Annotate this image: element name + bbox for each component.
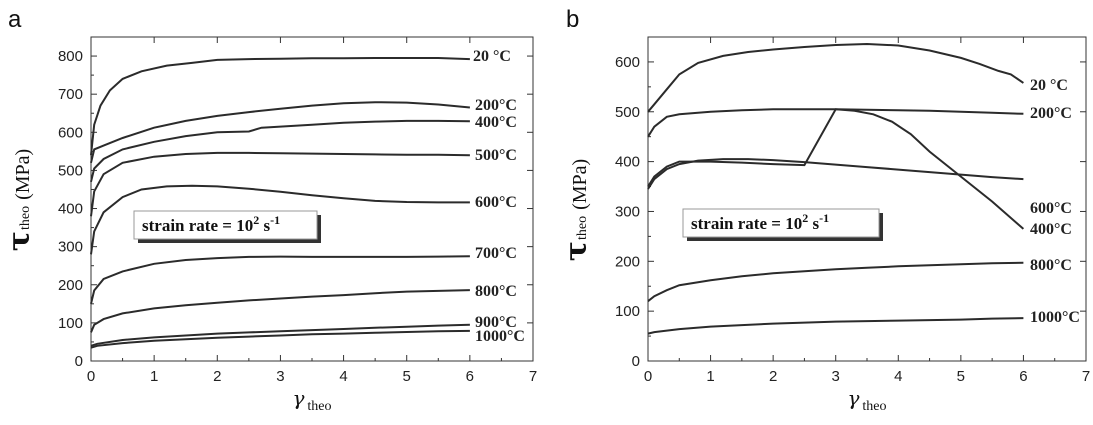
plot-frame — [647, 36, 1087, 362]
annotation-text: strain rate = 102 s-1 — [691, 211, 829, 233]
series-label: 1000°C — [1030, 309, 1080, 326]
series-line — [90, 151, 470, 217]
series-label: 800°C — [475, 283, 517, 300]
series-line — [90, 119, 470, 183]
series-line — [90, 57, 470, 156]
x-tick-label: 7 — [529, 368, 537, 385]
y-tick-label: 0 — [75, 353, 83, 370]
y-tick-label: 800 — [58, 48, 83, 65]
y-tick-label: 500 — [58, 162, 83, 179]
series-label: 400°C — [475, 114, 517, 131]
series-line — [90, 101, 470, 164]
y-tick-label: 500 — [615, 104, 640, 121]
x-tick-label: 3 — [832, 368, 840, 385]
x-tick-label: 2 — [769, 368, 777, 385]
x-tick-label: 0 — [87, 368, 95, 385]
series-line — [90, 329, 470, 349]
annotation-box — [133, 210, 318, 240]
annotation-text: strain rate = 102 s-1 — [142, 213, 280, 235]
series-label: 600°C — [475, 194, 517, 211]
series-line — [647, 158, 1024, 190]
series-line — [647, 42, 1024, 113]
y-tick-label: 400 — [58, 201, 83, 218]
series-label: 20 °C — [1030, 77, 1068, 94]
y-tick-label: 300 — [58, 239, 83, 256]
series-label: 400°C — [1030, 221, 1072, 238]
chart-panel-b: b 0 100 200 300 400 500 600 0 1 2 3 4 5 6 7 τtheo(MPa) γ t… — [559, 6, 1090, 414]
y-tick-label: 200 — [58, 277, 83, 294]
x-tick-label: 2 — [213, 368, 221, 385]
series-label: 500°C — [475, 147, 517, 164]
series-label: 900°C — [475, 314, 517, 331]
y-tick-label: 600 — [615, 54, 640, 71]
x-axis-label: γ theo — [292, 386, 331, 414]
x-tick-label: 6 — [1019, 368, 1027, 385]
y-tick-label: 400 — [615, 154, 640, 171]
series-label: 700°C — [475, 245, 517, 262]
y-tick-label: 200 — [615, 253, 640, 270]
panel-letter: b — [566, 6, 579, 33]
x-tick-label: 6 — [466, 368, 474, 385]
panel-letter: a — [8, 6, 22, 33]
x-tick-label: 4 — [339, 368, 347, 385]
x-axis-label: γ theo — [847, 386, 886, 414]
series-label: 20 °C — [473, 48, 511, 65]
x-tick-label: 0 — [644, 368, 652, 385]
x-tick-label: 5 — [957, 368, 965, 385]
y-tick-label: 700 — [58, 86, 83, 103]
series-line — [90, 323, 470, 347]
series-label: 600°C — [1030, 200, 1072, 217]
y-tick-label: 100 — [58, 315, 83, 332]
x-tick-label: 4 — [894, 368, 902, 385]
x-tick-label: 1 — [150, 368, 158, 385]
series-line — [647, 317, 1024, 335]
chart-panel-a: a 0 100 200 300 400 500 600 700 800 0 1 2 3 4 5 6 7 τtheo(… — [2, 6, 537, 414]
y-tick-label: 300 — [615, 203, 640, 220]
series-line — [90, 255, 470, 305]
series-label: 1000°C — [475, 328, 525, 345]
y-axis-label: τtheo(MPa) — [559, 159, 594, 261]
x-tick-label: 7 — [1082, 368, 1090, 385]
series-line — [647, 108, 1024, 138]
series-label: 200°C — [475, 97, 517, 114]
series-label: 200°C — [1030, 105, 1072, 122]
plot-frame — [90, 36, 534, 362]
x-tick-label: 1 — [706, 368, 714, 385]
series-line — [90, 289, 470, 333]
y-tick-label: 100 — [615, 303, 640, 320]
series-line — [647, 108, 1025, 230]
series-line — [647, 261, 1024, 302]
x-tick-label: 3 — [276, 368, 284, 385]
x-tick-label: 5 — [403, 368, 411, 385]
series-line — [90, 184, 470, 255]
y-axis-label: τtheo(MPa) — [2, 149, 37, 251]
annotation-box — [682, 208, 880, 238]
y-tick-label: 600 — [58, 124, 83, 141]
series-label: 800°C — [1030, 257, 1072, 274]
y-tick-label: 0 — [632, 353, 640, 370]
